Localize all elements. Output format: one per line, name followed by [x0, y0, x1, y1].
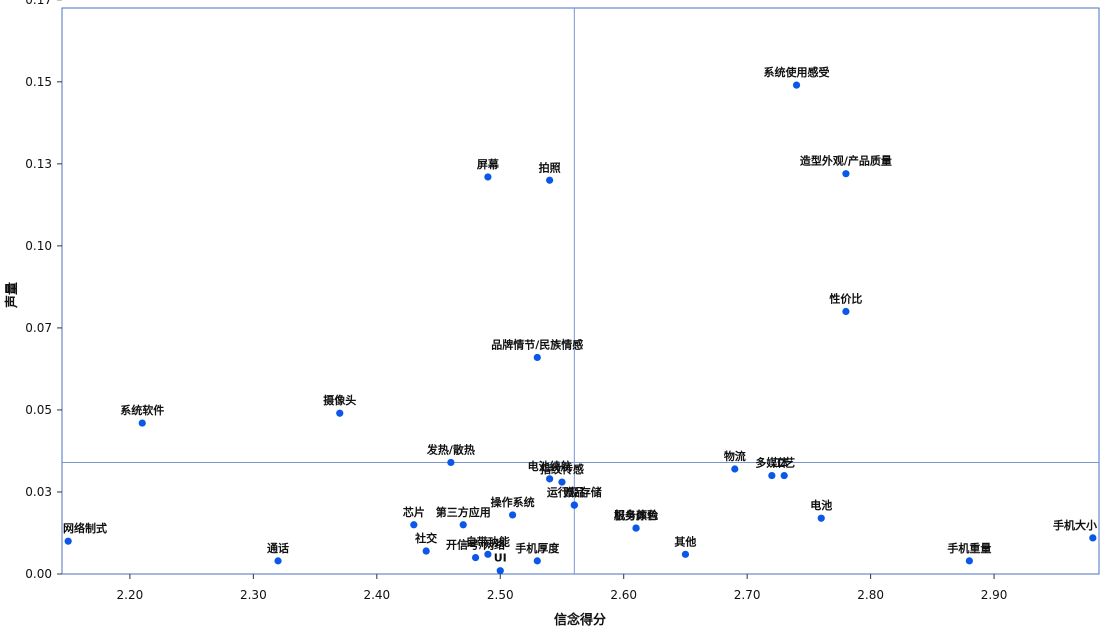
- data-label: 开信号/网络: [446, 538, 505, 552]
- data-label: 电池: [810, 498, 832, 512]
- data-label: 社交: [414, 531, 437, 545]
- data-point: [410, 521, 418, 529]
- data-label: 物流: [724, 449, 746, 463]
- data-point: [681, 550, 690, 558]
- y-tick-label: 0.15: [25, 75, 52, 89]
- data-point: [842, 307, 850, 316]
- x-tick-label: 2.50: [487, 588, 514, 602]
- y-tick-label: 0.00: [25, 567, 52, 581]
- data-point: [533, 557, 541, 565]
- data-label: 性价比: [829, 292, 862, 306]
- data-point: [546, 475, 554, 483]
- y-tick-label: 0.07: [25, 321, 52, 335]
- x-axis-ticks: 2.20 2.30 2.40 2.50 2.60 2.70 2.80 2.90: [117, 574, 1008, 602]
- data-label: 手机大小: [1053, 518, 1097, 532]
- data-point: [731, 465, 739, 473]
- data-label: UI: [494, 552, 507, 565]
- data-label: 屏幕: [477, 157, 500, 171]
- x-axis-title: 信念得分: [554, 612, 606, 628]
- data-label: 工艺: [773, 456, 795, 470]
- data-label: 运行及存储: [547, 485, 602, 499]
- y-tick-label: 0.13: [25, 157, 52, 171]
- x-tick-label: 2.90: [981, 588, 1008, 602]
- data-point: [842, 170, 850, 178]
- data-point: [570, 501, 578, 509]
- x-tick-label: 2.20: [117, 588, 144, 602]
- data-point: [496, 567, 504, 575]
- data-label: 电池续航: [528, 459, 572, 473]
- data-label: 指纹传感: [540, 462, 584, 476]
- data-label: 拍照: [539, 160, 561, 174]
- y-axis-title: 声量: [4, 282, 20, 309]
- data-point: [422, 547, 430, 555]
- data-point: [459, 521, 467, 529]
- x-tick-label: 2.80: [857, 588, 884, 602]
- data-label: 多媒体: [755, 456, 789, 470]
- x-tick-label: 2.40: [363, 588, 390, 602]
- data-point: [768, 471, 776, 480]
- data-label: 发热/散热: [426, 442, 475, 456]
- data-label: 自带功能: [466, 534, 510, 548]
- data-point: [632, 524, 640, 532]
- data-label: 品牌情节/民族情感: [491, 337, 583, 351]
- data-point: [64, 537, 72, 545]
- data-label: 服务体验: [614, 508, 659, 522]
- y-axis-ticks: 0.00 0.03 0.05 0.07 0.10 0.13 0.15 0.17: [25, 0, 62, 581]
- data-points: [64, 81, 1097, 575]
- data-label: 机身颜色: [614, 508, 658, 522]
- data-label: 芯片: [403, 505, 425, 519]
- data-point: [792, 81, 801, 89]
- data-label: 系统软件: [120, 403, 164, 417]
- data-point: [817, 514, 825, 522]
- data-label: 手机重量: [947, 541, 991, 555]
- data-label: 通话: [267, 541, 289, 555]
- data-label: 摄像头: [323, 393, 356, 407]
- y-tick-label: 0.03: [25, 485, 52, 499]
- reference-lines: [62, 8, 1099, 574]
- data-point: [558, 478, 566, 486]
- x-tick-label: 2.60: [610, 588, 637, 602]
- data-point: [484, 173, 492, 181]
- data-point: [546, 176, 554, 184]
- data-point: [336, 409, 344, 417]
- data-label: 操作系统: [491, 495, 535, 509]
- x-tick-label: 2.30: [240, 588, 267, 602]
- data-point: [965, 557, 973, 565]
- y-tick-label: 0.17: [25, 0, 52, 7]
- y-tick-label: 0.05: [25, 403, 52, 417]
- data-point: [484, 550, 492, 558]
- plot-area: [61, 7, 1100, 575]
- x-tick-label: 2.70: [734, 588, 761, 602]
- data-point: [780, 471, 788, 480]
- data-label: 第三方应用: [436, 505, 491, 519]
- data-label: 造型外观/产品质量: [800, 154, 892, 168]
- data-label: 其他: [674, 534, 696, 548]
- data-point: [138, 419, 146, 427]
- data-label: 网络制式: [63, 521, 107, 535]
- data-point: [533, 353, 541, 362]
- y-tick-label: 0.10: [25, 239, 52, 253]
- data-point: [1089, 534, 1097, 542]
- data-label: 赠品: [563, 485, 585, 499]
- data-label: 手机厚度: [515, 541, 560, 555]
- data-point: [274, 557, 282, 565]
- data-label: 系统使用感受: [764, 65, 830, 79]
- data-point: [471, 553, 480, 562]
- data-point: [509, 511, 517, 519]
- data-point: [447, 458, 455, 467]
